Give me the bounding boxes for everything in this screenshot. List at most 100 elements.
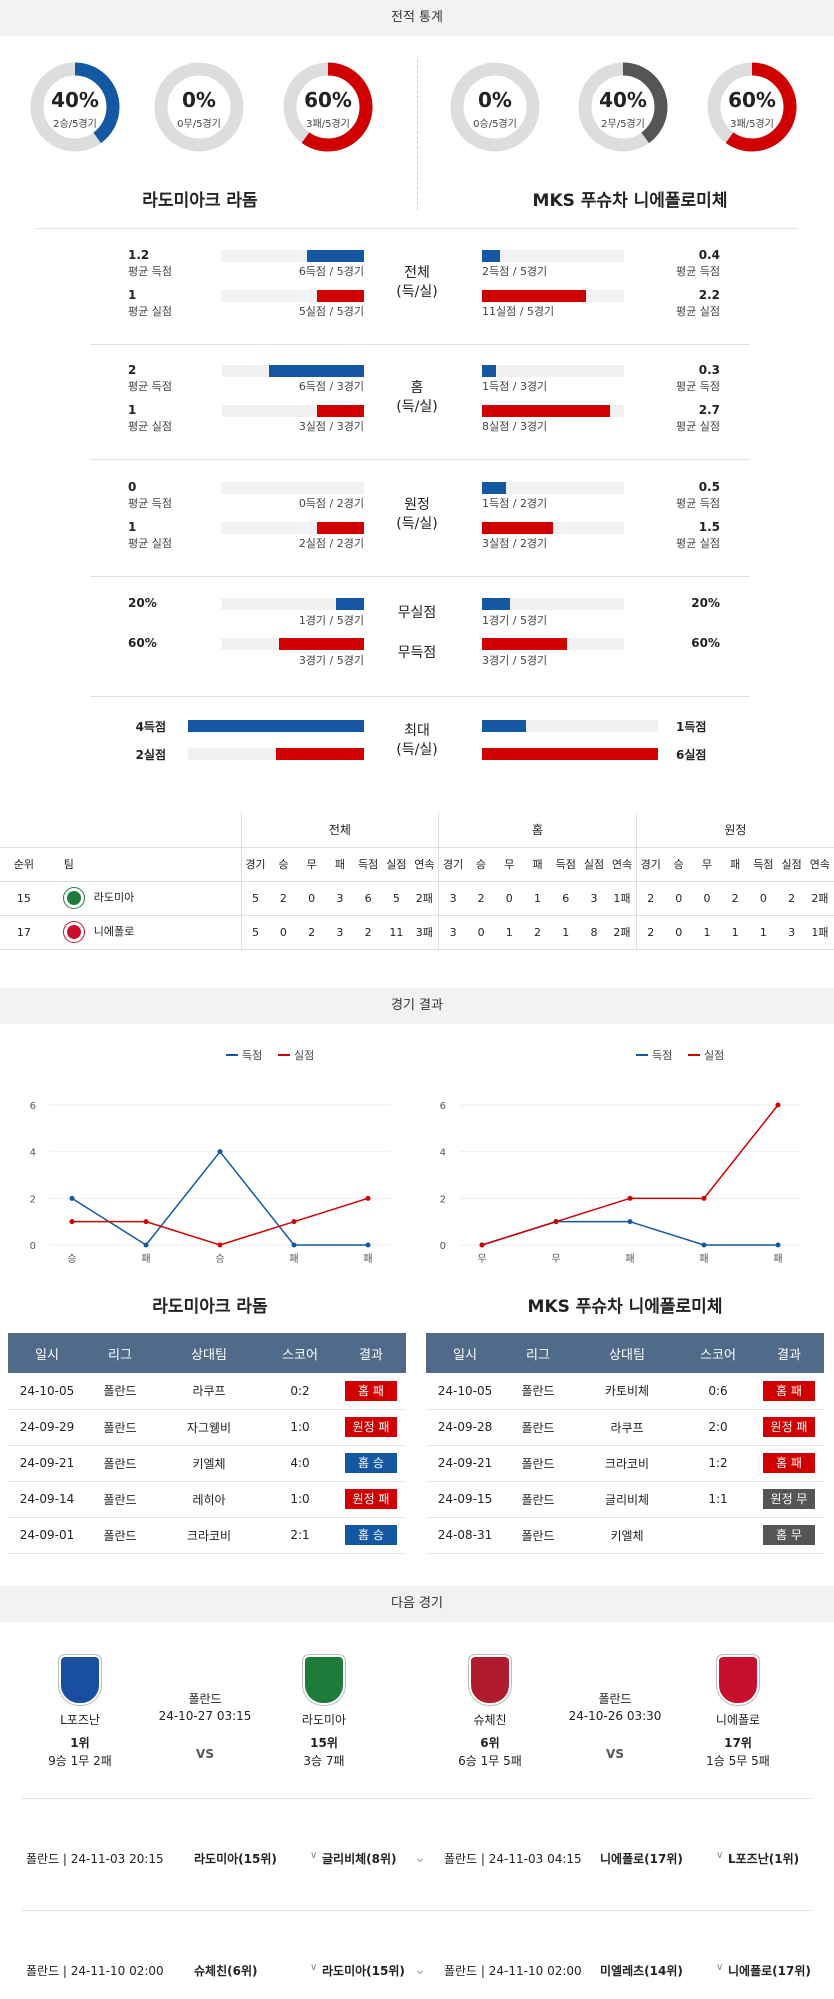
away-donut-2: 40% 2무/5경기	[576, 60, 670, 154]
home-clean-value: 60%	[128, 636, 157, 650]
rank-cell: 3	[777, 915, 806, 950]
future-away-team[interactable]: 라도미아(15위)	[322, 1964, 405, 1978]
home-stat-count: 3실점 / 3경기	[298, 420, 364, 433]
away-stat-bar-fill	[482, 522, 553, 534]
match-opponent[interactable]: 크라코비	[572, 1445, 682, 1482]
match-opponent[interactable]: 자그웽비	[154, 1409, 264, 1446]
rank-cell: 1	[523, 881, 552, 916]
rank-cell: 2	[297, 915, 326, 950]
x-tick-label: 승	[67, 1253, 76, 1265]
rank-header-cell: 무	[692, 847, 722, 882]
away-stat-count: 1득점 / 3경기	[482, 380, 548, 393]
legend-label-conceded: 실점	[294, 1049, 314, 1062]
x-tick-label: 패	[625, 1253, 634, 1265]
match-date: 24-10-05	[8, 1373, 86, 1410]
stat-group-title-line: (득/실)	[396, 516, 438, 532]
series-point-scored	[365, 1242, 371, 1248]
series-point-conceded	[553, 1219, 559, 1225]
home-stat-bar	[222, 482, 364, 494]
future-away-team[interactable]: 니에폴로(17위)	[728, 1964, 811, 1978]
match-score: 4:0	[264, 1445, 336, 1482]
future-info: 폴란드 | 24-11-10 02:00	[26, 1964, 164, 1978]
donut-sub: 2무/5경기	[601, 119, 645, 130]
rank-header-cell: 승	[269, 847, 298, 882]
result-badge: 홈 무	[763, 1525, 815, 1545]
next-team-name: 라도미아	[301, 1713, 347, 1727]
rank-cell: 5	[240, 881, 270, 916]
next-team-rank: 6위	[480, 1736, 500, 1750]
match-row: 24-09-21 폴란드 키엘체 4:0 홈 승	[8, 1445, 406, 1482]
match-score: 2:0	[682, 1409, 754, 1446]
match-opponent[interactable]: 크라코비	[154, 1517, 264, 1554]
match-row: 24-09-29 폴란드 자그웽비 1:0 원정 패	[8, 1409, 406, 1446]
series-point-conceded	[291, 1219, 297, 1225]
future-home-team[interactable]: 니에폴로(17위)	[600, 1852, 683, 1866]
stat-group-title: 전체 (득/실)	[377, 264, 457, 302]
result-badge: 홈 패	[763, 1453, 815, 1473]
future-away-team[interactable]: 글리비체(8위)	[322, 1852, 397, 1866]
y-tick-label: 0	[440, 1241, 446, 1252]
chevron-down-icon[interactable]: ⌄	[414, 1962, 426, 1978]
team-cell[interactable]: 라도미아	[47, 881, 242, 916]
y-tick-label: 4	[440, 1148, 446, 1159]
next-team[interactable]: 슈체친 6위 6승 1무 5패	[430, 1655, 550, 1769]
match-opponent[interactable]: 카토비체	[572, 1373, 682, 1410]
future-away-team[interactable]: L포즈난(1위)	[728, 1852, 800, 1866]
rank-cell: 17	[0, 915, 48, 950]
away-max-bar-fill	[482, 720, 526, 732]
legend-label-conceded: 실점	[704, 1049, 724, 1062]
match-date: 24-08-31	[426, 1517, 504, 1554]
match-header-cell: 스코어	[682, 1333, 754, 1373]
match-row: 24-10-05 폴란드 라쿠프 0:2 홈 패	[8, 1373, 406, 1410]
next-team[interactable]: L포즈난 1위 9승 1무 2패	[20, 1655, 140, 1769]
home-max-bar	[188, 720, 364, 732]
stat-group-title-line: (득/실)	[396, 284, 438, 300]
home-max-value: 2실점	[135, 748, 166, 762]
future-home-team[interactable]: 미엘레츠(14위)	[600, 1964, 683, 1978]
match-opponent[interactable]: 글리비체	[572, 1481, 682, 1518]
match-date: 24-09-15	[426, 1481, 504, 1518]
match-opponent[interactable]: 라쿠프	[154, 1373, 264, 1410]
away-stat-count: 8실점 / 3경기	[482, 420, 548, 433]
future-home-team[interactable]: 슈체친(6위)	[194, 1964, 258, 1978]
away-stat-value: 2.2	[698, 288, 720, 302]
rank-cell: 3	[438, 915, 467, 950]
rank-cell: 0	[692, 881, 722, 916]
chevron-down-icon[interactable]: ⌄	[414, 1850, 426, 1866]
match-header-cell: 일시	[426, 1333, 504, 1373]
away-stat-bar	[482, 250, 624, 262]
team-cell[interactable]: 니에폴로	[47, 915, 242, 950]
away-stat-bar	[482, 522, 624, 534]
match-opponent[interactable]: 라쿠프	[572, 1409, 682, 1446]
away-donut-1: 0% 0승/5경기	[448, 60, 542, 154]
team-name: 라도미아	[93, 891, 135, 904]
series-point-scored	[291, 1242, 297, 1248]
series-point-conceded	[627, 1195, 633, 1201]
donut-ring	[283, 62, 373, 152]
match-result-cell: 홈 승	[336, 1517, 406, 1554]
match-result-cell: 홈 승	[336, 1445, 406, 1482]
next-team[interactable]: 니에폴로 17위 1승 5무 5패	[678, 1655, 798, 1769]
group-home: 홈	[438, 813, 637, 848]
vs-label: VS	[606, 1747, 624, 1761]
match-opponent[interactable]: 키엘체	[154, 1445, 264, 1482]
next-section-header: 다음 경기	[0, 1586, 834, 1622]
vs-small-icon: ∨	[716, 1962, 724, 1973]
x-tick-label: 패	[363, 1253, 372, 1265]
match-score: 1:1	[682, 1481, 754, 1518]
away-stat-count: 11실점 / 5경기	[482, 305, 555, 318]
match-opponent[interactable]: 레히아	[154, 1481, 264, 1518]
away-clean-value: 60%	[691, 636, 720, 650]
rank-cell: 3	[325, 881, 355, 916]
rank-cell: 15	[0, 881, 48, 916]
next-team[interactable]: 라도미아 15위 3승 7패	[264, 1655, 384, 1769]
home-max-value: 4득점	[135, 720, 166, 734]
future-home-team[interactable]: 라도미아(15위)	[194, 1852, 277, 1866]
home-clean-count: 1경기 / 5경기	[298, 614, 364, 627]
match-opponent[interactable]: 키엘체	[572, 1517, 682, 1554]
x-tick-label: 패	[141, 1253, 150, 1265]
home-stat-label: 평균 득점	[128, 265, 172, 278]
series-line-scored	[481, 1220, 778, 1246]
home-results-chart: 득점 실점 0 2 4 6 승 패 승 패 패	[30, 1049, 390, 1265]
donut-arc	[578, 62, 668, 152]
